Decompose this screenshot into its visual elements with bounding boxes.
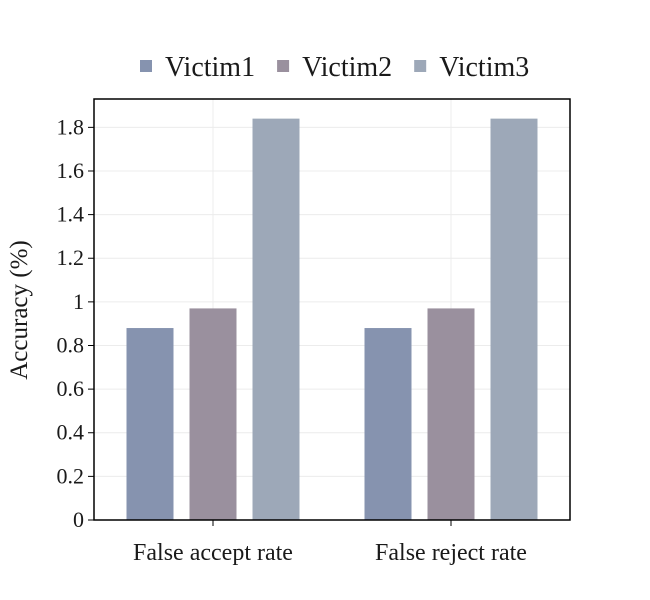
x-tick-label: False reject rate (375, 540, 527, 566)
y-tick-label: 0.4 (57, 420, 85, 445)
y-tick-label: 1.6 (57, 158, 85, 183)
legend-label: Victim3 (439, 52, 529, 83)
y-axis: 0 0.2 0.4 0.6 0.8 1 1.2 1.4 1.6 1.8 (57, 114, 94, 532)
legend-label: Victim2 (302, 52, 392, 83)
legend-swatch (414, 60, 427, 72)
legend-swatch (277, 60, 290, 72)
y-axis-title: Accuracy (%) (6, 240, 33, 380)
x-axis: False accept rate False reject rate (133, 520, 527, 566)
y-tick-label: 1.8 (57, 114, 85, 139)
y-tick-label: 0.2 (57, 463, 85, 488)
y-tick-label: 1 (73, 289, 84, 314)
y-tick-label: 0.8 (57, 332, 85, 357)
legend: Victim1 Victim2 Victim3 (140, 52, 529, 83)
legend-item-victim1: Victim1 (140, 52, 255, 83)
plot-frame (93, 98, 571, 521)
bar-victim1 (364, 328, 412, 520)
bar-victim3 (252, 118, 300, 520)
bar-victim1 (126, 328, 174, 520)
x-tick-label: False accept rate (133, 540, 293, 566)
bar-victim2 (427, 308, 475, 520)
y-tick-label: 0.6 (57, 376, 85, 401)
legend-label: Victim1 (165, 52, 255, 83)
bar-victim3 (490, 118, 538, 520)
legend-item-victim3: Victim3 (414, 52, 529, 83)
y-tick-label: 1.4 (57, 202, 85, 227)
legend-item-victim2: Victim2 (277, 52, 392, 83)
y-tick-label: 1.2 (57, 245, 85, 270)
bars-layer (126, 118, 538, 520)
bar-victim2 (189, 308, 237, 520)
y-tick-label: 0 (73, 507, 84, 532)
legend-swatch (140, 60, 152, 72)
